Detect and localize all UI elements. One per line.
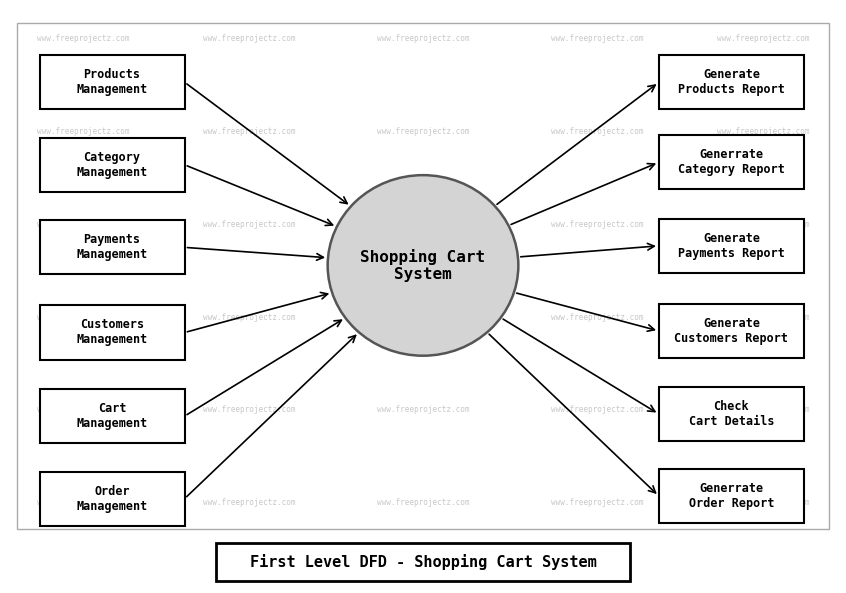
FancyBboxPatch shape <box>659 387 804 441</box>
Text: www.freeprojectz.com: www.freeprojectz.com <box>376 313 470 321</box>
Text: Generate
Customers Report: Generate Customers Report <box>674 317 788 345</box>
Text: www.freeprojectz.com: www.freeprojectz.com <box>37 34 129 43</box>
Text: www.freeprojectz.com: www.freeprojectz.com <box>551 34 643 43</box>
Text: www.freeprojectz.com: www.freeprojectz.com <box>717 34 809 43</box>
FancyBboxPatch shape <box>659 135 804 189</box>
Text: www.freeprojectz.com: www.freeprojectz.com <box>551 498 643 507</box>
Text: www.freeprojectz.com: www.freeprojectz.com <box>203 406 295 415</box>
FancyBboxPatch shape <box>40 305 184 359</box>
Text: www.freeprojectz.com: www.freeprojectz.com <box>203 34 295 43</box>
Text: www.freeprojectz.com: www.freeprojectz.com <box>203 498 295 507</box>
Text: www.freeprojectz.com: www.freeprojectz.com <box>37 406 129 415</box>
Text: www.freeprojectz.com: www.freeprojectz.com <box>551 406 643 415</box>
Text: Generrate
Order Report: Generrate Order Report <box>689 482 774 510</box>
Text: www.freeprojectz.com: www.freeprojectz.com <box>37 498 129 507</box>
Text: Check
Cart Details: Check Cart Details <box>689 400 774 428</box>
FancyBboxPatch shape <box>659 469 804 523</box>
Text: Cart
Management: Cart Management <box>76 402 148 430</box>
Text: www.freeprojectz.com: www.freeprojectz.com <box>376 219 470 229</box>
FancyBboxPatch shape <box>40 220 184 275</box>
Text: www.freeprojectz.com: www.freeprojectz.com <box>717 406 809 415</box>
Text: Customers
Management: Customers Management <box>76 318 148 346</box>
Text: Generrate
Category Report: Generrate Category Report <box>678 148 785 176</box>
Text: www.freeprojectz.com: www.freeprojectz.com <box>37 313 129 321</box>
Text: www.freeprojectz.com: www.freeprojectz.com <box>37 127 129 136</box>
Text: www.freeprojectz.com: www.freeprojectz.com <box>203 219 295 229</box>
Text: Category
Management: Category Management <box>76 151 148 179</box>
Text: Payments
Management: Payments Management <box>76 234 148 262</box>
Text: www.freeprojectz.com: www.freeprojectz.com <box>376 34 470 43</box>
Text: www.freeprojectz.com: www.freeprojectz.com <box>551 219 643 229</box>
FancyBboxPatch shape <box>659 304 804 358</box>
Text: www.freeprojectz.com: www.freeprojectz.com <box>551 127 643 136</box>
FancyBboxPatch shape <box>216 543 630 581</box>
Text: www.freeprojectz.com: www.freeprojectz.com <box>203 313 295 321</box>
Text: www.freeprojectz.com: www.freeprojectz.com <box>376 406 470 415</box>
FancyBboxPatch shape <box>40 55 184 109</box>
Text: www.freeprojectz.com: www.freeprojectz.com <box>717 313 809 321</box>
Text: Generate
Payments Report: Generate Payments Report <box>678 232 785 260</box>
Text: www.freeprojectz.com: www.freeprojectz.com <box>376 127 470 136</box>
Text: www.freeprojectz.com: www.freeprojectz.com <box>376 498 470 507</box>
Text: www.freeprojectz.com: www.freeprojectz.com <box>717 219 809 229</box>
Text: www.freeprojectz.com: www.freeprojectz.com <box>551 313 643 321</box>
FancyBboxPatch shape <box>40 471 184 526</box>
Text: Products
Management: Products Management <box>76 68 148 96</box>
FancyBboxPatch shape <box>659 219 804 273</box>
FancyBboxPatch shape <box>659 55 804 109</box>
Text: www.freeprojectz.com: www.freeprojectz.com <box>717 127 809 136</box>
Text: www.freeprojectz.com: www.freeprojectz.com <box>717 498 809 507</box>
FancyBboxPatch shape <box>40 389 184 443</box>
FancyBboxPatch shape <box>40 138 184 192</box>
Text: www.freeprojectz.com: www.freeprojectz.com <box>203 127 295 136</box>
Text: Shopping Cart
System: Shopping Cart System <box>360 248 486 282</box>
Text: www.freeprojectz.com: www.freeprojectz.com <box>37 219 129 229</box>
Text: Generate
Products Report: Generate Products Report <box>678 68 785 96</box>
Text: Order
Management: Order Management <box>76 484 148 512</box>
Text: First Level DFD - Shopping Cart System: First Level DFD - Shopping Cart System <box>250 554 596 570</box>
Ellipse shape <box>327 175 519 356</box>
